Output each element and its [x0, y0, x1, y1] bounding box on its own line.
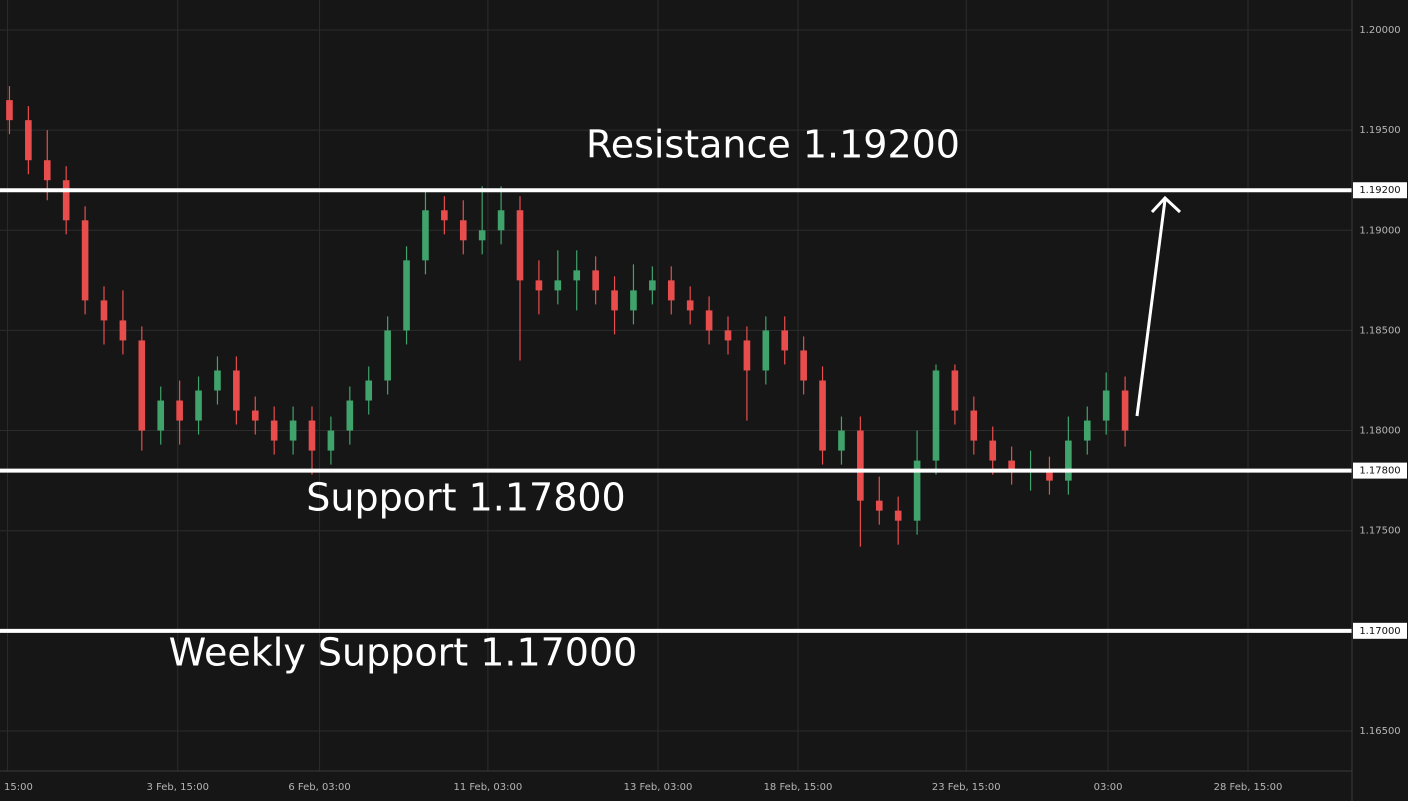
candle-body: [611, 290, 618, 311]
candle-body: [1121, 390, 1129, 431]
x-tick-label: 6 Feb, 03:00: [288, 782, 350, 793]
candle-body: [516, 210, 524, 281]
candle-body: [233, 370, 240, 411]
candle-body: [138, 340, 146, 431]
level-label-box: [1353, 622, 1407, 639]
candle-body: [838, 430, 845, 451]
x-tick-label: 28 Feb, 15:00: [1214, 782, 1283, 793]
x-tick-label: 13 Feb, 03:00: [624, 782, 693, 793]
candle-body: [1065, 440, 1072, 481]
candle-body: [932, 370, 940, 461]
candle-body: [1008, 460, 1015, 471]
level-label: 1.17000: [1359, 626, 1400, 637]
candle-body: [1083, 420, 1091, 441]
candle-body: [857, 430, 864, 501]
candle-body: [535, 280, 543, 291]
candle-body: [705, 310, 713, 331]
candle-body: [365, 380, 373, 401]
candle-body: [384, 330, 391, 381]
candle-body: [100, 300, 108, 321]
candle-body: [251, 410, 259, 421]
candle-body: [289, 420, 297, 441]
candle-body: [346, 400, 354, 431]
candle-body: [214, 370, 221, 391]
candle-body: [403, 260, 410, 331]
candle-body: [592, 270, 599, 291]
arrow: [1135, 195, 1182, 417]
candle-body: [62, 180, 70, 221]
candle-body: [951, 370, 959, 411]
level-label: 1.17800: [1359, 466, 1400, 477]
y-tick-label: 1.17500: [1359, 526, 1400, 537]
candle-body: [1046, 470, 1053, 481]
candle-body: [459, 220, 467, 241]
candle-body: [800, 350, 807, 381]
candle-body: [970, 410, 978, 441]
candle-body: [762, 330, 770, 371]
candle-body: [724, 330, 732, 341]
x-tick-label: 03:00: [1094, 782, 1123, 793]
level-label-box: [1353, 462, 1407, 479]
candle-body: [989, 440, 997, 461]
candle-body: [195, 390, 202, 421]
candle-body: [478, 230, 486, 241]
axes: 1.16500 1.17000 1.17500 1.18000 1.18500 1.190…: [0, 25, 1407, 793]
grid: [0, 0, 1352, 771]
candle-body: [422, 210, 429, 261]
candle-body: [875, 500, 883, 511]
levels: Resistance 1.19200 Support 1.17800 Weekly …: [0, 123, 1352, 675]
y-tick-label: 1.19000: [1359, 225, 1400, 236]
x-tick-label: 23 Feb, 15:00: [932, 782, 1001, 793]
candle-body: [573, 270, 581, 281]
candle-body: [308, 420, 316, 451]
candle-body: [176, 400, 183, 421]
candles: [6, 86, 1129, 547]
candle-body: [497, 210, 505, 231]
level-annotation: Resistance 1.19200: [586, 123, 960, 167]
y-tick-label: 1.18500: [1359, 325, 1400, 336]
candle-body: [743, 340, 751, 371]
x-tick-label: Jan, 15:00: [0, 782, 33, 793]
candle-body: [327, 430, 335, 451]
y-tick-label: 1.19500: [1359, 125, 1400, 136]
candle-body: [81, 220, 89, 301]
level-label: 1.19200: [1359, 185, 1400, 196]
candle-body: [554, 280, 562, 291]
candle-body: [25, 120, 32, 161]
level-annotation: Support 1.17800: [306, 476, 625, 520]
candle-body: [686, 300, 694, 311]
candle-body: [119, 320, 127, 341]
candle-body: [270, 420, 278, 441]
candle-body: [649, 280, 656, 291]
y-tick-label: 1.16500: [1359, 726, 1400, 737]
y-tick-label: 1.20000: [1359, 25, 1400, 36]
level-annotation: Weekly Support 1.17000: [169, 631, 638, 675]
candle-body: [667, 280, 675, 301]
candle-body: [1102, 390, 1110, 421]
candle-body: [781, 330, 789, 351]
level-label-box: [1353, 182, 1407, 199]
candle-body: [630, 290, 637, 311]
x-tick-label: 18 Feb, 15:00: [764, 782, 833, 793]
candle-body: [6, 100, 13, 121]
candle-body: [894, 510, 902, 521]
candle-body: [913, 460, 921, 521]
candle-body: [157, 400, 165, 431]
candle-body: [819, 380, 826, 451]
candle-body: [43, 160, 51, 181]
y-tick-label: 1.18000: [1359, 426, 1400, 437]
candle-body: [441, 210, 448, 221]
x-tick-label: 11 Feb, 03:00: [453, 782, 522, 793]
x-tick-label: 3 Feb, 15:00: [147, 782, 209, 793]
